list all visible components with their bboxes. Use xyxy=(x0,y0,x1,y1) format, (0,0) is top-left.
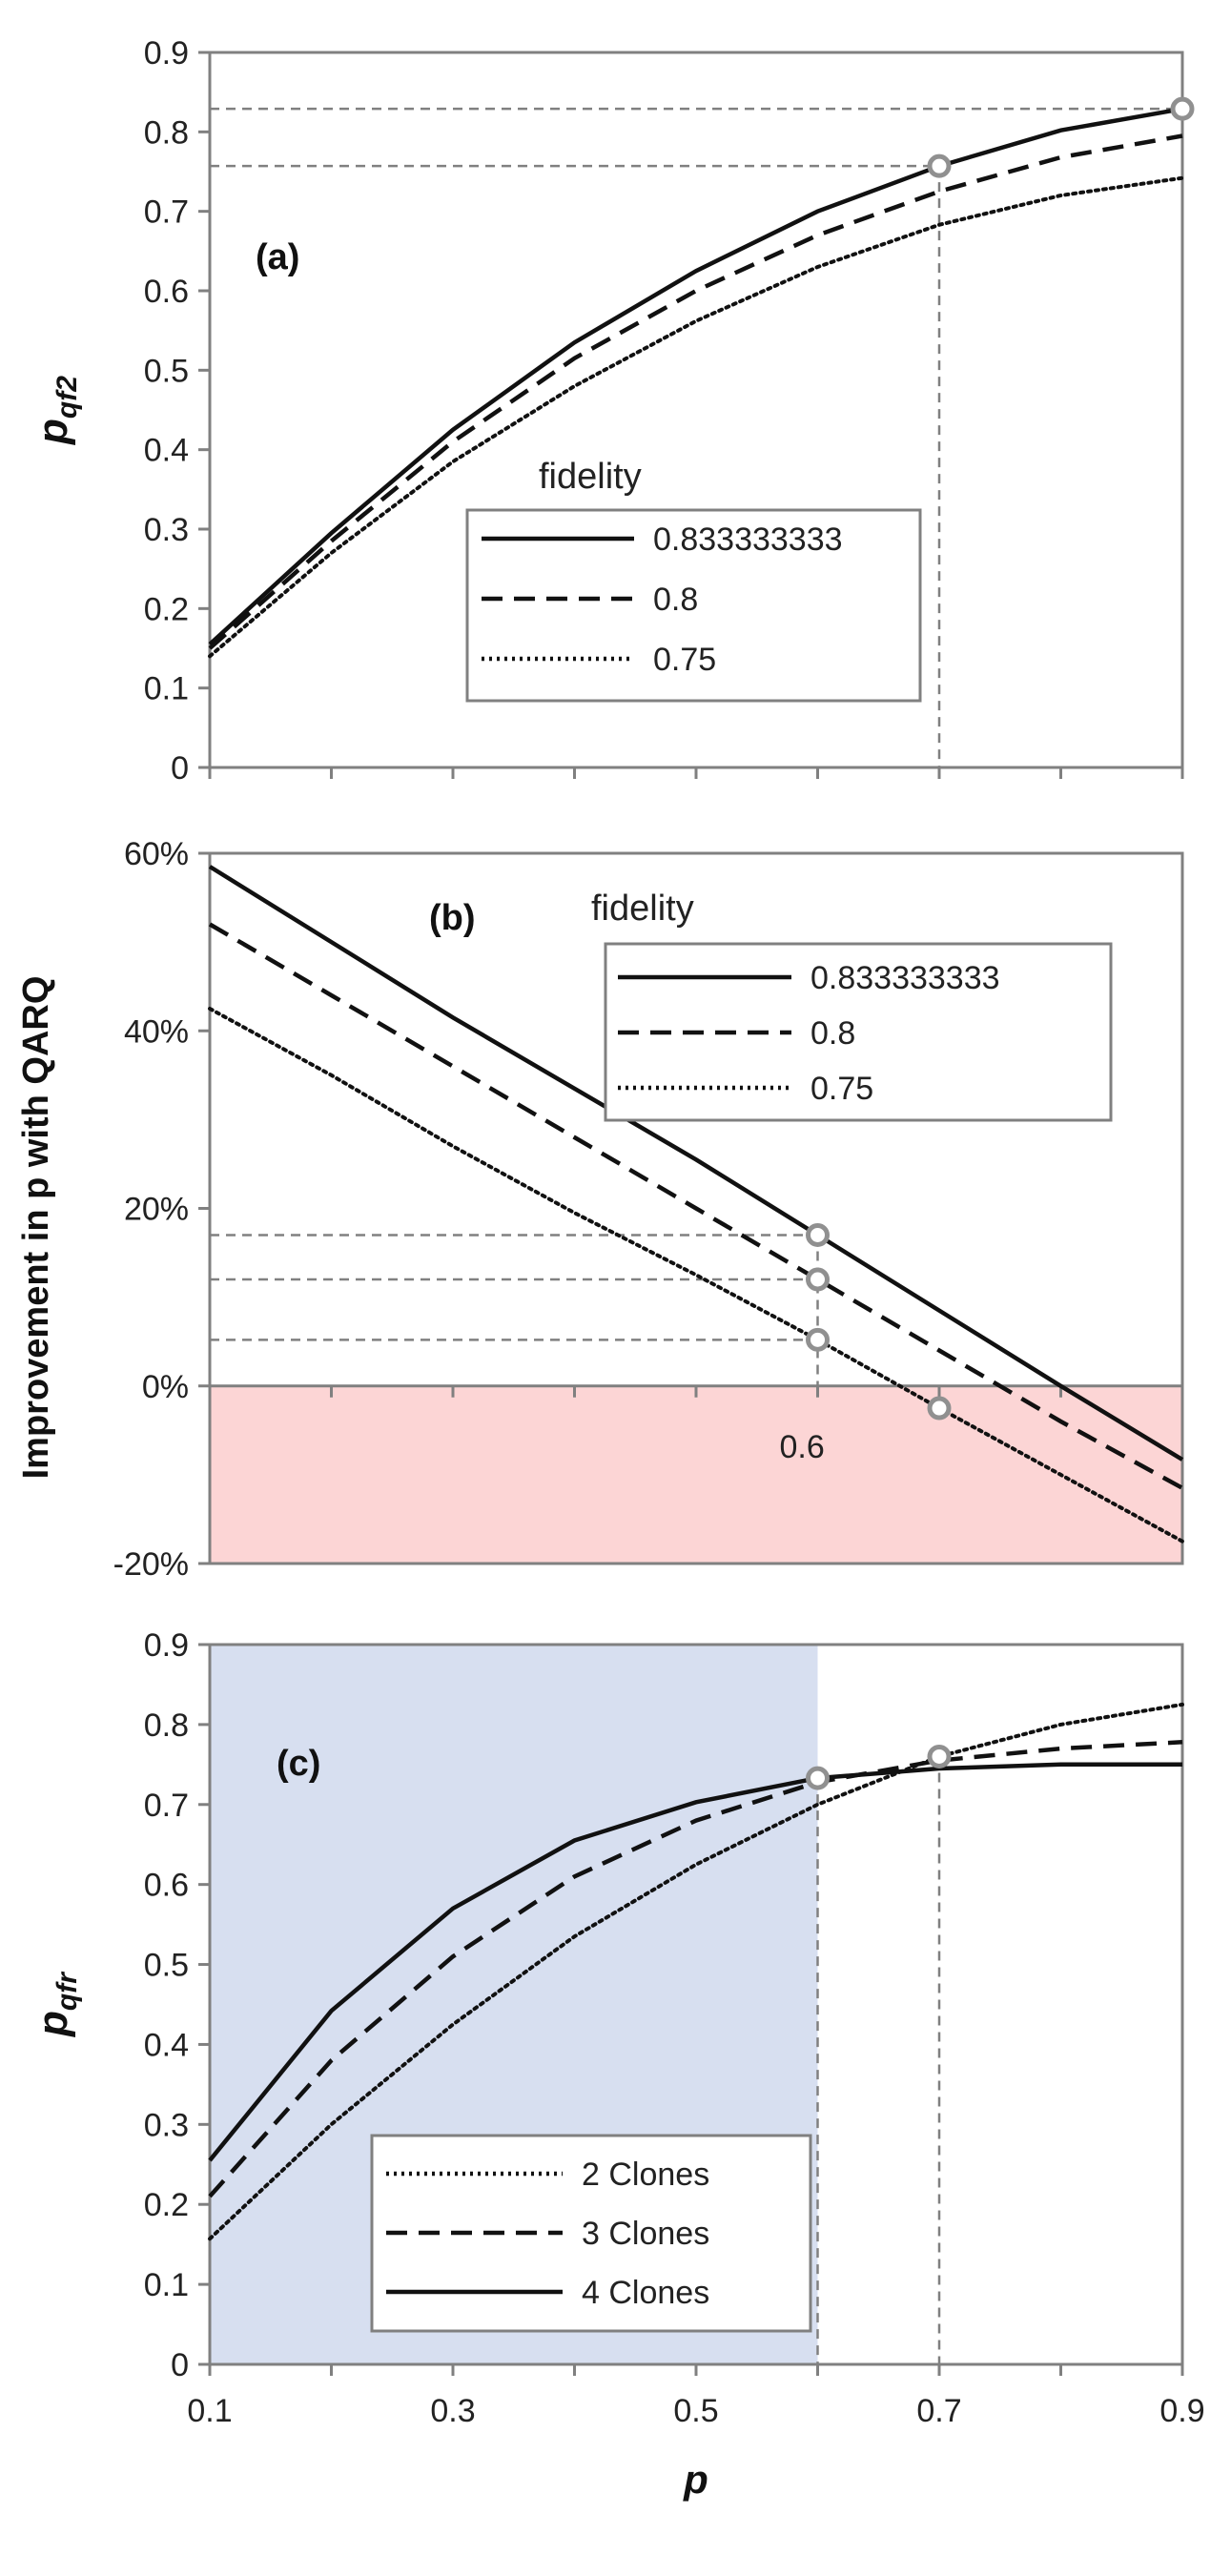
x-tick-label: 0.5 xyxy=(673,2393,718,2429)
data-marker xyxy=(927,1744,952,1768)
chart-panel-3: 0 0.1 0.2 0.3 0.4 0.5 0.6 0.7 0.8 0.9 0.1 0.3 0.5 0.7… xyxy=(30,1627,1205,2502)
data-marker xyxy=(806,1327,830,1352)
chart-panel-1: 0 0.1 0.2 0.3 0.4 0.5 0.6 0.7 0.8 0.9 (a) fidelity 0… xyxy=(30,35,1195,787)
legend-box xyxy=(465,508,922,703)
panel-tag: (c) xyxy=(277,1744,320,1784)
series-line-0-8 xyxy=(208,133,1183,650)
y-tick-label: 0.4 xyxy=(144,2027,189,2063)
y-tick-label: 40% xyxy=(124,1013,189,1050)
panel-tag: (a) xyxy=(256,237,299,277)
y-tick-label: 0.6 xyxy=(144,274,189,310)
x-tick-label: 0.3 xyxy=(430,2393,475,2429)
data-marker xyxy=(927,1396,952,1421)
legend-label: 0.8 xyxy=(810,1015,855,1052)
data-marker xyxy=(806,1267,830,1292)
series-line-4-Clones xyxy=(208,1762,1182,2162)
data-marker xyxy=(927,153,952,178)
data-marker xyxy=(806,1766,830,1790)
y-tick-label: 0.6 xyxy=(144,1868,189,1904)
data-marker xyxy=(1170,96,1195,121)
series-line-2-Clones xyxy=(208,1702,1184,2241)
data-marker xyxy=(806,1222,830,1247)
y-tick-label: 0.5 xyxy=(144,1948,189,1984)
series-line-0-75 xyxy=(208,1007,1184,1544)
y-tick-label: 0.1 xyxy=(144,2267,189,2303)
y-tick-label: 20% xyxy=(124,1192,189,1228)
legend-label: 0.8 xyxy=(653,582,698,618)
y-tick-label: 0.8 xyxy=(144,1707,189,1744)
negative-region xyxy=(210,1385,1182,1564)
y-axis-label: pqfr xyxy=(30,1971,83,2037)
y-tick-label: 60% xyxy=(124,836,189,872)
legend-label: 0.75 xyxy=(810,1071,873,1107)
x-axis-label: p xyxy=(683,2457,708,2502)
panel-tag: (b) xyxy=(429,898,476,938)
y-tick-label: 0.2 xyxy=(144,591,189,627)
legend-label: 0.75 xyxy=(653,642,716,678)
y-tick-label: 0.5 xyxy=(144,353,189,389)
y-tick-label: 0.4 xyxy=(144,433,189,469)
y-tick-label: 0% xyxy=(142,1369,189,1405)
chart-panel-2: -20% 0% 20% 40% 60% 0.6 (b) fidelity 0.833333333… xyxy=(16,836,1184,1583)
legend-label: 2 Clones xyxy=(582,2157,709,2193)
legend-label: 0.833333333 xyxy=(810,960,1000,996)
y-tick-label: 0.3 xyxy=(144,512,189,548)
y-tick-label: 0.7 xyxy=(144,1788,189,1824)
y-tick-label: -20% xyxy=(113,1546,189,1583)
legend-box xyxy=(370,2134,812,2333)
y-tick-label: 0.2 xyxy=(144,2187,189,2223)
y-tick-label: 0.3 xyxy=(144,2107,189,2143)
y-tick-label: 0.7 xyxy=(144,194,189,231)
y-tick-label: 0 xyxy=(171,750,189,787)
series-line-3-Clones xyxy=(208,1740,1183,2198)
x-tick-label: 0.7 xyxy=(916,2393,961,2429)
y-tick-label: 0 xyxy=(171,2347,189,2383)
legend-title: fidelity xyxy=(539,457,642,497)
x-tick-label: 0.9 xyxy=(1159,2393,1204,2429)
legend-title: fidelity xyxy=(591,889,694,929)
annotation-label: 0.6 xyxy=(780,1429,825,1465)
series-line-0-75 xyxy=(208,175,1184,659)
legend-label: 0.833333333 xyxy=(653,521,843,558)
legend-label: 4 Clones xyxy=(582,2275,709,2311)
series-line-0-833333333 xyxy=(208,865,1184,1462)
y-axis-label: Improvement in p with QARQ xyxy=(16,976,56,1480)
legend-label: 3 Clones xyxy=(582,2216,709,2252)
series-line-0-833333333 xyxy=(208,106,1183,646)
y-tick-label: 0.9 xyxy=(144,35,189,72)
y-tick-label: 0.1 xyxy=(144,671,189,707)
y-tick-label: 0.9 xyxy=(144,1627,189,1664)
y-tick-label: 0.8 xyxy=(144,114,189,151)
y-axis-label: pqf2 xyxy=(30,376,83,445)
x-tick-label: 0.1 xyxy=(187,2393,232,2429)
series-line-0-8 xyxy=(208,922,1184,1490)
